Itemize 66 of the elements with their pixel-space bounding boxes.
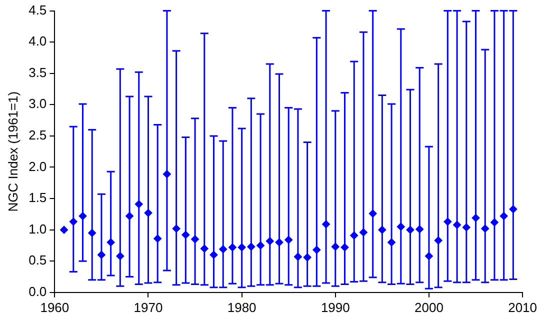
y-tick-label: 1.5 [28, 190, 47, 206]
point [284, 236, 293, 244]
point [88, 228, 96, 237]
y-tick-label: 1.0 [28, 221, 47, 236]
point [116, 252, 124, 260]
point [266, 237, 274, 246]
point [424, 252, 433, 260]
point [368, 210, 377, 218]
x-tick-label: 1960 [40, 300, 70, 315]
point [200, 244, 208, 253]
x-tick-label: 1980 [227, 300, 256, 315]
point [275, 238, 284, 246]
point [472, 214, 480, 222]
point [481, 224, 490, 233]
point [388, 238, 396, 246]
point [126, 212, 134, 220]
point [350, 231, 358, 240]
point [144, 208, 152, 217]
point [191, 235, 200, 244]
y-tick-label: 4.5 [28, 2, 47, 18]
point [97, 250, 106, 259]
point [78, 212, 87, 220]
point [378, 226, 386, 234]
point [162, 170, 171, 178]
y-tick-label: 0.0 [28, 284, 47, 299]
point [312, 246, 321, 254]
y-tick-label: 0.5 [28, 252, 47, 268]
y-tick-label: 3.0 [28, 96, 47, 112]
y-tick-label: 2.0 [28, 158, 47, 174]
point [509, 205, 518, 214]
point [106, 238, 115, 246]
point [172, 224, 180, 233]
x-tick-label: 2000 [414, 300, 444, 315]
y-tick-label: 3.5 [28, 64, 47, 80]
point [303, 253, 312, 262]
point [340, 243, 349, 252]
point [500, 212, 508, 220]
point [396, 222, 405, 231]
x-tick-label: 2010 [508, 300, 537, 315]
point [462, 223, 470, 232]
point [219, 245, 228, 254]
point [444, 218, 452, 226]
point [322, 220, 330, 228]
point [490, 218, 498, 226]
point [294, 252, 302, 261]
y-tick-label: 4.0 [28, 34, 47, 49]
x-tick-label: 1970 [134, 300, 163, 315]
point [134, 200, 143, 208]
point [228, 243, 236, 252]
point [406, 226, 414, 234]
x-tick-label: 1990 [320, 300, 350, 315]
point [247, 242, 256, 251]
point [416, 225, 424, 234]
point [256, 241, 265, 250]
point [331, 242, 340, 251]
point [434, 236, 442, 244]
point [154, 234, 162, 243]
point [359, 228, 368, 236]
point [210, 250, 218, 259]
point [69, 218, 78, 226]
point [182, 230, 190, 239]
y-axis-title: NGC Index (1961=1) [5, 91, 20, 212]
point [60, 226, 68, 234]
point [238, 243, 246, 252]
y-tick-label: 2.5 [28, 128, 47, 143]
point [453, 220, 462, 229]
